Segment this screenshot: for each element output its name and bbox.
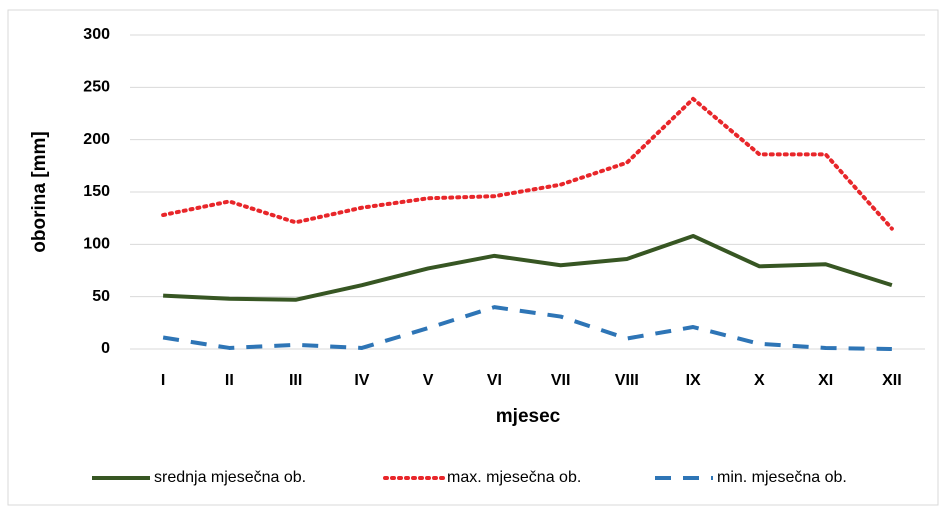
x-tick-label: X [754, 372, 765, 389]
y-tick-label: 0 [101, 340, 110, 357]
x-tick-label: XII [882, 372, 902, 389]
x-tick-label: I [161, 372, 165, 389]
y-tick-label: 200 [83, 131, 110, 148]
x-tick-label: II [225, 372, 234, 389]
x-tick-label: IX [686, 372, 701, 389]
x-axis-title: mjesec [496, 406, 561, 427]
y-tick-label: 300 [83, 26, 110, 43]
series-line [163, 233, 893, 302]
x-tick-label: III [289, 372, 302, 389]
legend-label: srednja mjesečna ob. [154, 469, 306, 486]
series-line [162, 305, 892, 351]
y-tick-label: 100 [83, 236, 110, 253]
x-tick-label: V [423, 372, 434, 389]
x-tick-label: XI [818, 372, 833, 389]
y-tick-label: 50 [92, 288, 110, 305]
chart-border [7, 9, 939, 506]
series-line [161, 96, 894, 231]
x-tick-label: VI [487, 372, 502, 389]
x-tick-label: IV [354, 372, 369, 389]
legend-label: max. mjesečna ob. [447, 469, 581, 486]
y-tick-label: 250 [83, 79, 110, 96]
x-tick-label: VIII [615, 372, 639, 389]
x-tick-label: VII [551, 372, 571, 389]
legend-label: min. mjesečna ob. [717, 469, 847, 486]
y-tick-label: 150 [83, 183, 110, 200]
y-axis-title: oborina [mm] [29, 131, 50, 252]
